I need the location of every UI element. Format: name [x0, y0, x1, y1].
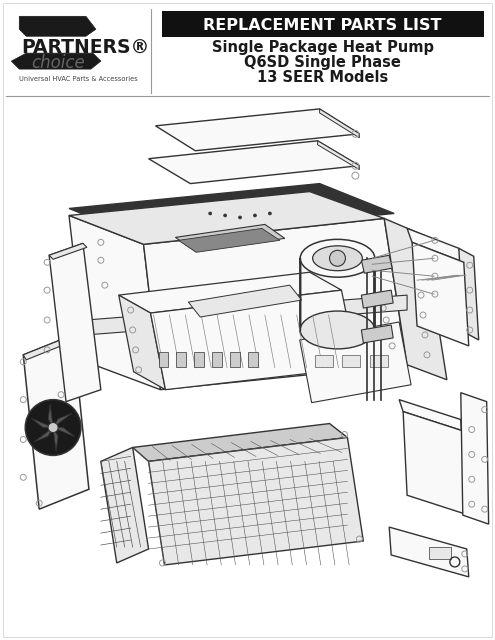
Text: PARTNERS®: PARTNERS®: [21, 38, 149, 57]
Circle shape: [209, 212, 212, 215]
Polygon shape: [69, 191, 384, 244]
Circle shape: [25, 399, 81, 456]
Circle shape: [253, 214, 256, 217]
Bar: [370, 355, 388, 367]
Bar: [230, 352, 240, 367]
Polygon shape: [148, 438, 363, 565]
Polygon shape: [48, 404, 53, 428]
Bar: [176, 352, 186, 367]
Polygon shape: [318, 141, 359, 170]
Polygon shape: [461, 393, 489, 524]
Polygon shape: [403, 412, 469, 515]
Polygon shape: [389, 527, 469, 577]
Bar: [248, 352, 258, 367]
Polygon shape: [144, 218, 407, 390]
Circle shape: [330, 250, 346, 266]
Circle shape: [48, 422, 58, 433]
Text: REPLACEMENT PARTS LIST: REPLACEMENT PARTS LIST: [203, 18, 442, 33]
Polygon shape: [374, 259, 375, 335]
Polygon shape: [150, 290, 357, 390]
Ellipse shape: [300, 239, 375, 277]
Polygon shape: [299, 259, 300, 335]
Polygon shape: [175, 225, 285, 252]
Polygon shape: [101, 447, 148, 563]
Polygon shape: [19, 17, 96, 36]
Polygon shape: [119, 272, 342, 313]
Circle shape: [268, 212, 271, 215]
Circle shape: [224, 214, 227, 217]
Text: choice: choice: [31, 54, 85, 72]
Bar: [315, 355, 333, 367]
Polygon shape: [86, 295, 407, 335]
Polygon shape: [299, 322, 411, 403]
Polygon shape: [11, 53, 101, 69]
Ellipse shape: [313, 246, 362, 271]
Polygon shape: [361, 255, 392, 273]
Polygon shape: [320, 109, 359, 138]
Bar: [195, 352, 204, 367]
Text: Single Package Heat Pump: Single Package Heat Pump: [211, 40, 434, 54]
Polygon shape: [361, 325, 393, 343]
Bar: [158, 352, 168, 367]
Text: Q6SD Single Phase: Q6SD Single Phase: [244, 54, 401, 70]
Polygon shape: [133, 424, 347, 461]
Polygon shape: [53, 428, 75, 437]
Polygon shape: [34, 428, 53, 442]
Polygon shape: [53, 428, 58, 451]
Polygon shape: [69, 184, 394, 238]
Text: Universal HVAC Parts & Accessories: Universal HVAC Parts & Accessories: [19, 76, 138, 82]
Polygon shape: [459, 248, 479, 340]
Polygon shape: [155, 109, 359, 151]
Polygon shape: [119, 295, 165, 390]
Bar: [212, 352, 222, 367]
Polygon shape: [399, 399, 465, 431]
FancyBboxPatch shape: [162, 12, 484, 37]
Bar: [343, 355, 360, 367]
Polygon shape: [461, 420, 477, 509]
Polygon shape: [412, 243, 469, 346]
Bar: [429, 547, 451, 559]
Polygon shape: [384, 218, 447, 380]
Polygon shape: [361, 290, 393, 308]
Polygon shape: [49, 243, 101, 402]
Ellipse shape: [300, 311, 375, 349]
Text: 13 SEER Models: 13 SEER Models: [257, 70, 388, 84]
Polygon shape: [148, 141, 359, 184]
Polygon shape: [23, 335, 89, 509]
Polygon shape: [49, 243, 87, 259]
Polygon shape: [178, 228, 280, 252]
Polygon shape: [23, 335, 76, 360]
Polygon shape: [188, 285, 301, 317]
Polygon shape: [31, 418, 53, 428]
Polygon shape: [407, 228, 464, 262]
Polygon shape: [69, 216, 160, 390]
Polygon shape: [53, 413, 72, 428]
Circle shape: [239, 216, 242, 219]
